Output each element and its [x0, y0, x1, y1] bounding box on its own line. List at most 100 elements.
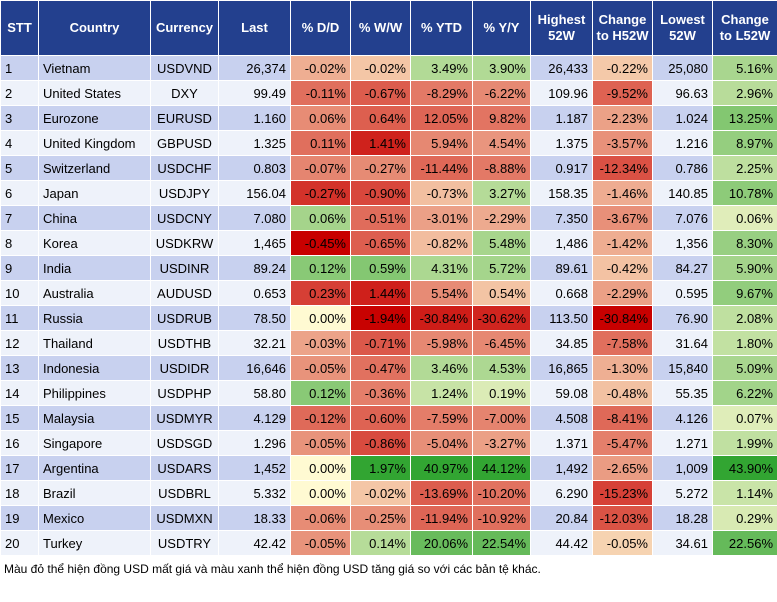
cell: 4.53% — [472, 355, 531, 381]
cell: 84.27 — [652, 255, 713, 281]
cell: 1,465 — [218, 230, 291, 256]
cell: 1.41% — [350, 130, 411, 156]
cell: 42.42 — [218, 530, 291, 556]
cell: 2.25% — [712, 155, 777, 181]
cell: -0.27% — [290, 180, 351, 206]
cell: -0.11% — [290, 80, 351, 106]
cell: 156.04 — [218, 180, 291, 206]
table-row: 10 Australia AUDUSD 0.653 0.23% 1.44% 5.54% 0.5… — [0, 280, 777, 306]
cell: -0.05% — [290, 355, 351, 381]
cell: 5.94% — [410, 130, 473, 156]
country-cell: Argentina — [38, 455, 151, 481]
cell: 89.61 — [530, 255, 593, 281]
table-row: 11 Russia USDRUB 78.50 0.00% -1.94% -30.84% -30… — [0, 305, 777, 331]
cell: 20.06% — [410, 530, 473, 556]
cell: 0.595 — [652, 280, 713, 306]
cell: -0.82% — [410, 230, 473, 256]
table-row: 14 Philippines USDPHP 58.80 0.12% -0.36% 1.24%… — [0, 380, 777, 406]
cell: 8.30% — [712, 230, 777, 256]
country-cell: Singapore — [38, 430, 151, 456]
cell: 0.00% — [290, 305, 351, 331]
cell: -0.86% — [350, 430, 411, 456]
country-cell: Switzerland — [38, 155, 151, 181]
cell: 3.90% — [472, 55, 531, 81]
cell: 0.54% — [472, 280, 531, 306]
table-row: 1 Vietnam USDVND 26,374 -0.02% -0.02% 3.49% 3.9… — [0, 55, 777, 81]
header-cell: Highest 52W — [530, 0, 593, 56]
country-cell: Thailand — [38, 330, 151, 356]
cell: 3 — [0, 105, 39, 131]
header-cell: Change to H52W — [592, 0, 653, 56]
cell: -5.98% — [410, 330, 473, 356]
country-cell: United Kingdom — [38, 130, 151, 156]
cell: -30.62% — [472, 305, 531, 331]
cell: 1.216 — [652, 130, 713, 156]
cell: -9.52% — [592, 80, 653, 106]
cell: 8.97% — [712, 130, 777, 156]
table-row: 15 Malaysia USDMYR 4.129 -0.12% -0.60% -7.59% -… — [0, 405, 777, 431]
cell: 158.35 — [530, 180, 593, 206]
cell: -0.02% — [350, 55, 411, 81]
country-cell: Vietnam — [38, 55, 151, 81]
cell: 1.160 — [218, 105, 291, 131]
cell: 18.28 — [652, 505, 713, 531]
cell: -0.42% — [592, 255, 653, 281]
cell: -5.04% — [410, 430, 473, 456]
cell: 7.080 — [218, 205, 291, 231]
cell: -3.27% — [472, 430, 531, 456]
cell: USDRUB — [150, 305, 219, 331]
cell: 0.06% — [712, 205, 777, 231]
cell: 5.09% — [712, 355, 777, 381]
cell: 4.126 — [652, 405, 713, 431]
cell: -0.05% — [290, 530, 351, 556]
cell: USDIDR — [150, 355, 219, 381]
table-row: 8 Korea USDKRW 1,465 -0.45% -0.65% -0.82% 5.48%… — [0, 230, 777, 256]
cell: 5.54% — [410, 280, 473, 306]
cell: 7.076 — [652, 205, 713, 231]
header-cell: Change to L52W — [712, 0, 777, 56]
table-row: 5 Switzerland USDCHF 0.803 -0.07% -0.27% -11.4… — [0, 155, 777, 181]
cell: 4.508 — [530, 405, 593, 431]
header-cell: % YTD — [410, 0, 473, 56]
cell: 1.187 — [530, 105, 593, 131]
cell: -7.00% — [472, 405, 531, 431]
table-row: 2 United States DXY 99.49 -0.11% -0.67% -8.29%… — [0, 80, 777, 106]
table-body: 1 Vietnam USDVND 26,374 -0.02% -0.02% 3.49% 3.9… — [0, 55, 777, 556]
cell: 1.271 — [652, 430, 713, 456]
country-cell: Malaysia — [38, 405, 151, 431]
cell: 34.61 — [652, 530, 713, 556]
cell: -0.90% — [350, 180, 411, 206]
cell: 14 — [0, 380, 39, 406]
cell: 43.90% — [712, 455, 777, 481]
cell: 3.27% — [472, 180, 531, 206]
cell: -0.22% — [592, 55, 653, 81]
cell: 1,492 — [530, 455, 593, 481]
cell: USDINR — [150, 255, 219, 281]
cell: 0.786 — [652, 155, 713, 181]
cell: 96.63 — [652, 80, 713, 106]
cell: 10 — [0, 280, 39, 306]
cell: 1.024 — [652, 105, 713, 131]
table-row: 20 Turkey USDTRY 42.42 -0.05% 0.14% 20.06% 22.5… — [0, 530, 777, 556]
cell: 140.85 — [652, 180, 713, 206]
cell: 12.05% — [410, 105, 473, 131]
header-cell: Country — [38, 0, 151, 56]
cell: 22.54% — [472, 530, 531, 556]
cell: 31.64 — [652, 330, 713, 356]
cell: -7.58% — [592, 330, 653, 356]
cell: 0.06% — [290, 205, 351, 231]
cell: -5.47% — [592, 430, 653, 456]
cell: 5.90% — [712, 255, 777, 281]
cell: -13.69% — [410, 480, 473, 506]
cell: -0.60% — [350, 405, 411, 431]
cell: 5.272 — [652, 480, 713, 506]
cell: -0.02% — [350, 480, 411, 506]
cell: 0.00% — [290, 455, 351, 481]
cell: -2.29% — [592, 280, 653, 306]
cell: -12.34% — [592, 155, 653, 181]
cell: 1.325 — [218, 130, 291, 156]
cell: -0.02% — [290, 55, 351, 81]
cell: AUDUSD — [150, 280, 219, 306]
cell: -30.84% — [592, 305, 653, 331]
